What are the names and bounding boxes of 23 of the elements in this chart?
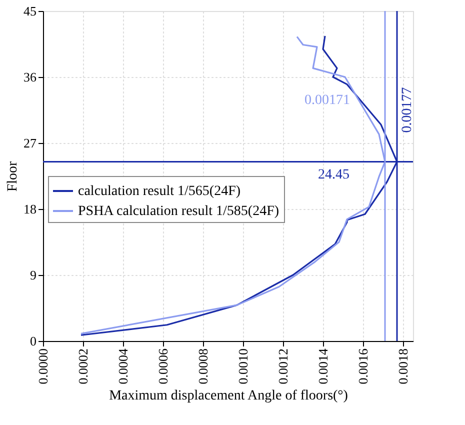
x-tick-label: 0.0014 bbox=[316, 348, 330, 384]
x-tick-label: 0.0002 bbox=[76, 348, 90, 384]
ref-line-label: 0.00177 bbox=[400, 87, 415, 133]
ref-line-label: 0.00171 bbox=[304, 93, 350, 108]
y-tick-label: 18 bbox=[24, 202, 36, 216]
x-tick-label: 0.0016 bbox=[356, 348, 370, 384]
x-tick-label: 0.0006 bbox=[156, 348, 170, 384]
y-axis-title: Floor bbox=[6, 160, 20, 192]
x-axis-title: Maximum displacement Angle of floors(°) bbox=[109, 388, 348, 404]
y-tick-label: 0 bbox=[30, 334, 36, 348]
legend-label: calculation result 1/565(24F) bbox=[78, 184, 241, 199]
y-tick-label: 9 bbox=[30, 268, 36, 282]
x-tick-label: 0.0018 bbox=[396, 348, 410, 384]
ref-line-label: 24.45 bbox=[318, 168, 350, 183]
y-tick-label: 27 bbox=[24, 136, 37, 150]
x-tick-label: 0.0004 bbox=[116, 348, 130, 384]
x-tick-label: 0.0010 bbox=[236, 348, 250, 384]
y-tick-label: 36 bbox=[24, 70, 37, 84]
legend-label: PSHA calculation result 1/585(24F) bbox=[78, 204, 280, 219]
x-tick-label: 0.0000 bbox=[36, 348, 50, 384]
x-tick-label: 0.0012 bbox=[276, 348, 290, 384]
y-tick-label: 45 bbox=[24, 4, 36, 18]
x-tick-label: 0.0008 bbox=[196, 348, 210, 384]
